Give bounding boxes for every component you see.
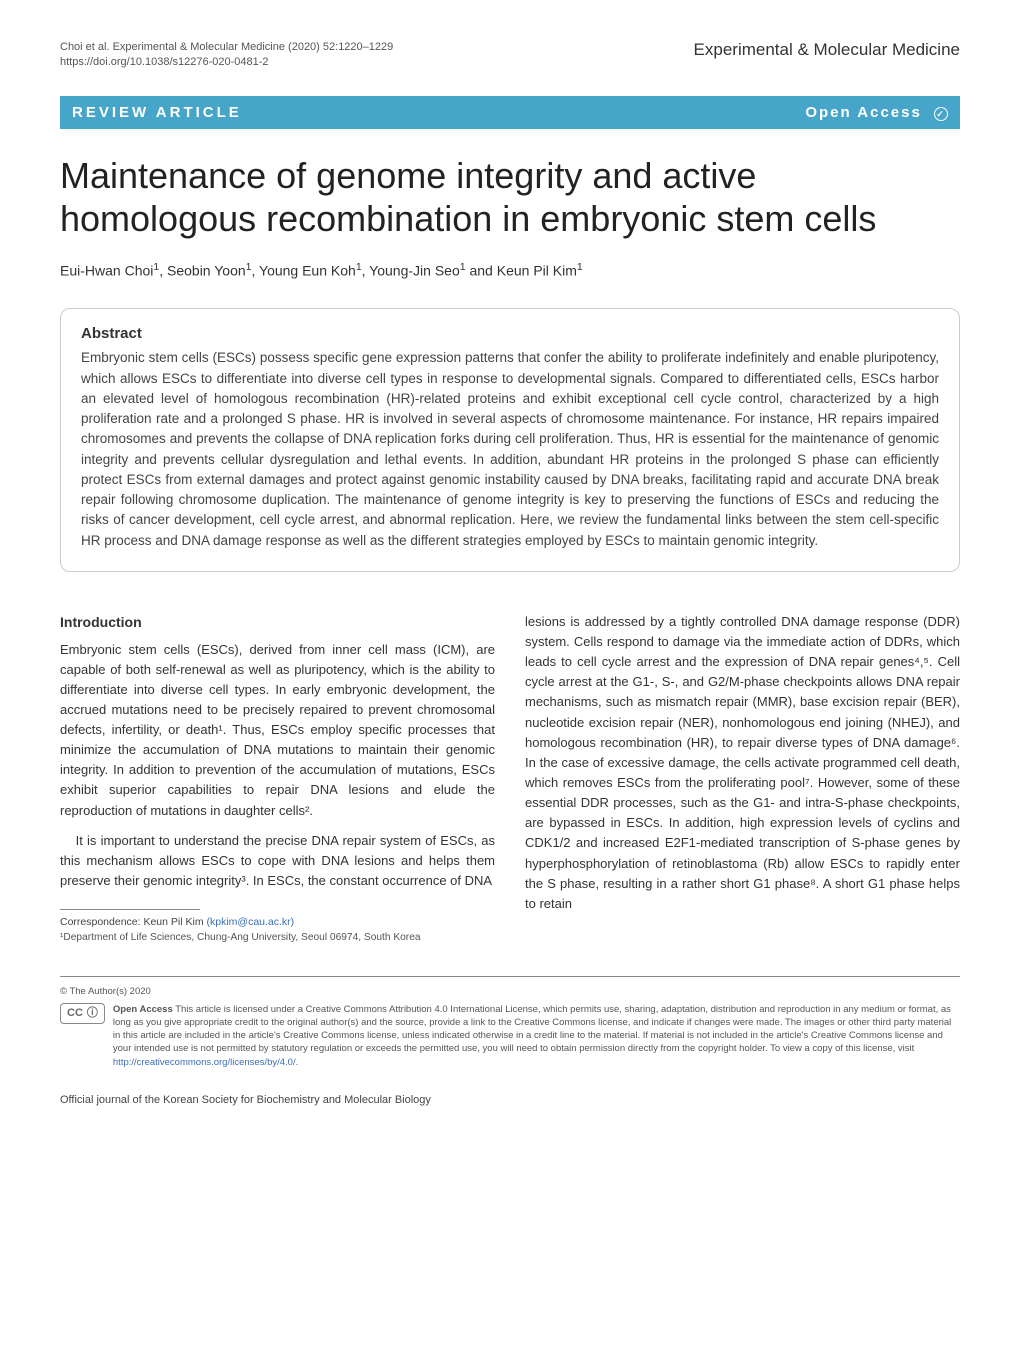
cc-label: CC: [67, 1006, 83, 1021]
author-list: Eui-Hwan Choi1, Seobin Yoon1, Young Eun …: [60, 261, 960, 279]
running-header: Choi et al. Experimental & Molecular Med…: [60, 40, 960, 71]
correspondence-label: Correspondence: Keun Pil Kim: [60, 916, 207, 928]
intro-paragraph-2: It is important to understand the precis…: [60, 831, 495, 891]
doi-line: https://doi.org/10.1038/s12276-020-0481-…: [60, 55, 393, 70]
license-text: Open Access This article is licensed und…: [113, 1003, 960, 1069]
license-open-access: Open Access: [113, 1004, 173, 1015]
copyright-line: © The Author(s) 2020: [60, 985, 960, 998]
abstract-heading: Abstract: [81, 325, 939, 342]
divider: [60, 909, 200, 910]
citation-line: Choi et al. Experimental & Molecular Med…: [60, 40, 393, 55]
abstract-box: Abstract Embryonic stem cells (ESCs) pos…: [60, 308, 960, 572]
cc-by-symbol: ⓘ: [87, 1006, 98, 1021]
footer-line: Official journal of the Korean Society f…: [60, 1094, 960, 1106]
header-left: Choi et al. Experimental & Molecular Med…: [60, 40, 393, 71]
article-type-label: REVIEW ARTICLE: [72, 104, 242, 121]
affiliation-line: ¹Department of Life Sciences, Chung-Ang …: [60, 930, 495, 946]
left-column: Introduction Embryonic stem cells (ESCs)…: [60, 612, 495, 946]
check-icon: ✓: [934, 107, 948, 121]
intro-paragraph-3: lesions is addressed by a tightly contro…: [525, 612, 960, 914]
license-box: © The Author(s) 2020 CC ⓘ Open Access Th…: [60, 976, 960, 1069]
intro-paragraph-1: Embryonic stem cells (ESCs), derived fro…: [60, 640, 495, 821]
correspondence-email[interactable]: (kpkim@cau.ac.kr): [207, 916, 295, 928]
journal-name: Experimental & Molecular Medicine: [694, 40, 960, 60]
introduction-heading: Introduction: [60, 612, 495, 634]
correspondence-block: Correspondence: Keun Pil Kim (kpkim@cau.…: [60, 909, 495, 946]
abstract-text: Embryonic stem cells (ESCs) possess spec…: [81, 348, 939, 551]
article-type-bar: REVIEW ARTICLE Open Access ✓: [60, 96, 960, 130]
cc-row: CC ⓘ Open Access This article is license…: [60, 1003, 960, 1069]
open-access-label: Open Access ✓: [805, 104, 948, 122]
license-body: This article is licensed under a Creativ…: [113, 1004, 951, 1055]
article-title: Maintenance of genome integrity and acti…: [60, 154, 960, 240]
cc-badge-icon: CC ⓘ: [60, 1003, 105, 1024]
body-columns: Introduction Embryonic stem cells (ESCs)…: [60, 612, 960, 946]
open-access-text: Open Access: [805, 104, 922, 121]
license-link[interactable]: http://creativecommons.org/licenses/by/4…: [113, 1057, 298, 1068]
right-column: lesions is addressed by a tightly contro…: [525, 612, 960, 946]
